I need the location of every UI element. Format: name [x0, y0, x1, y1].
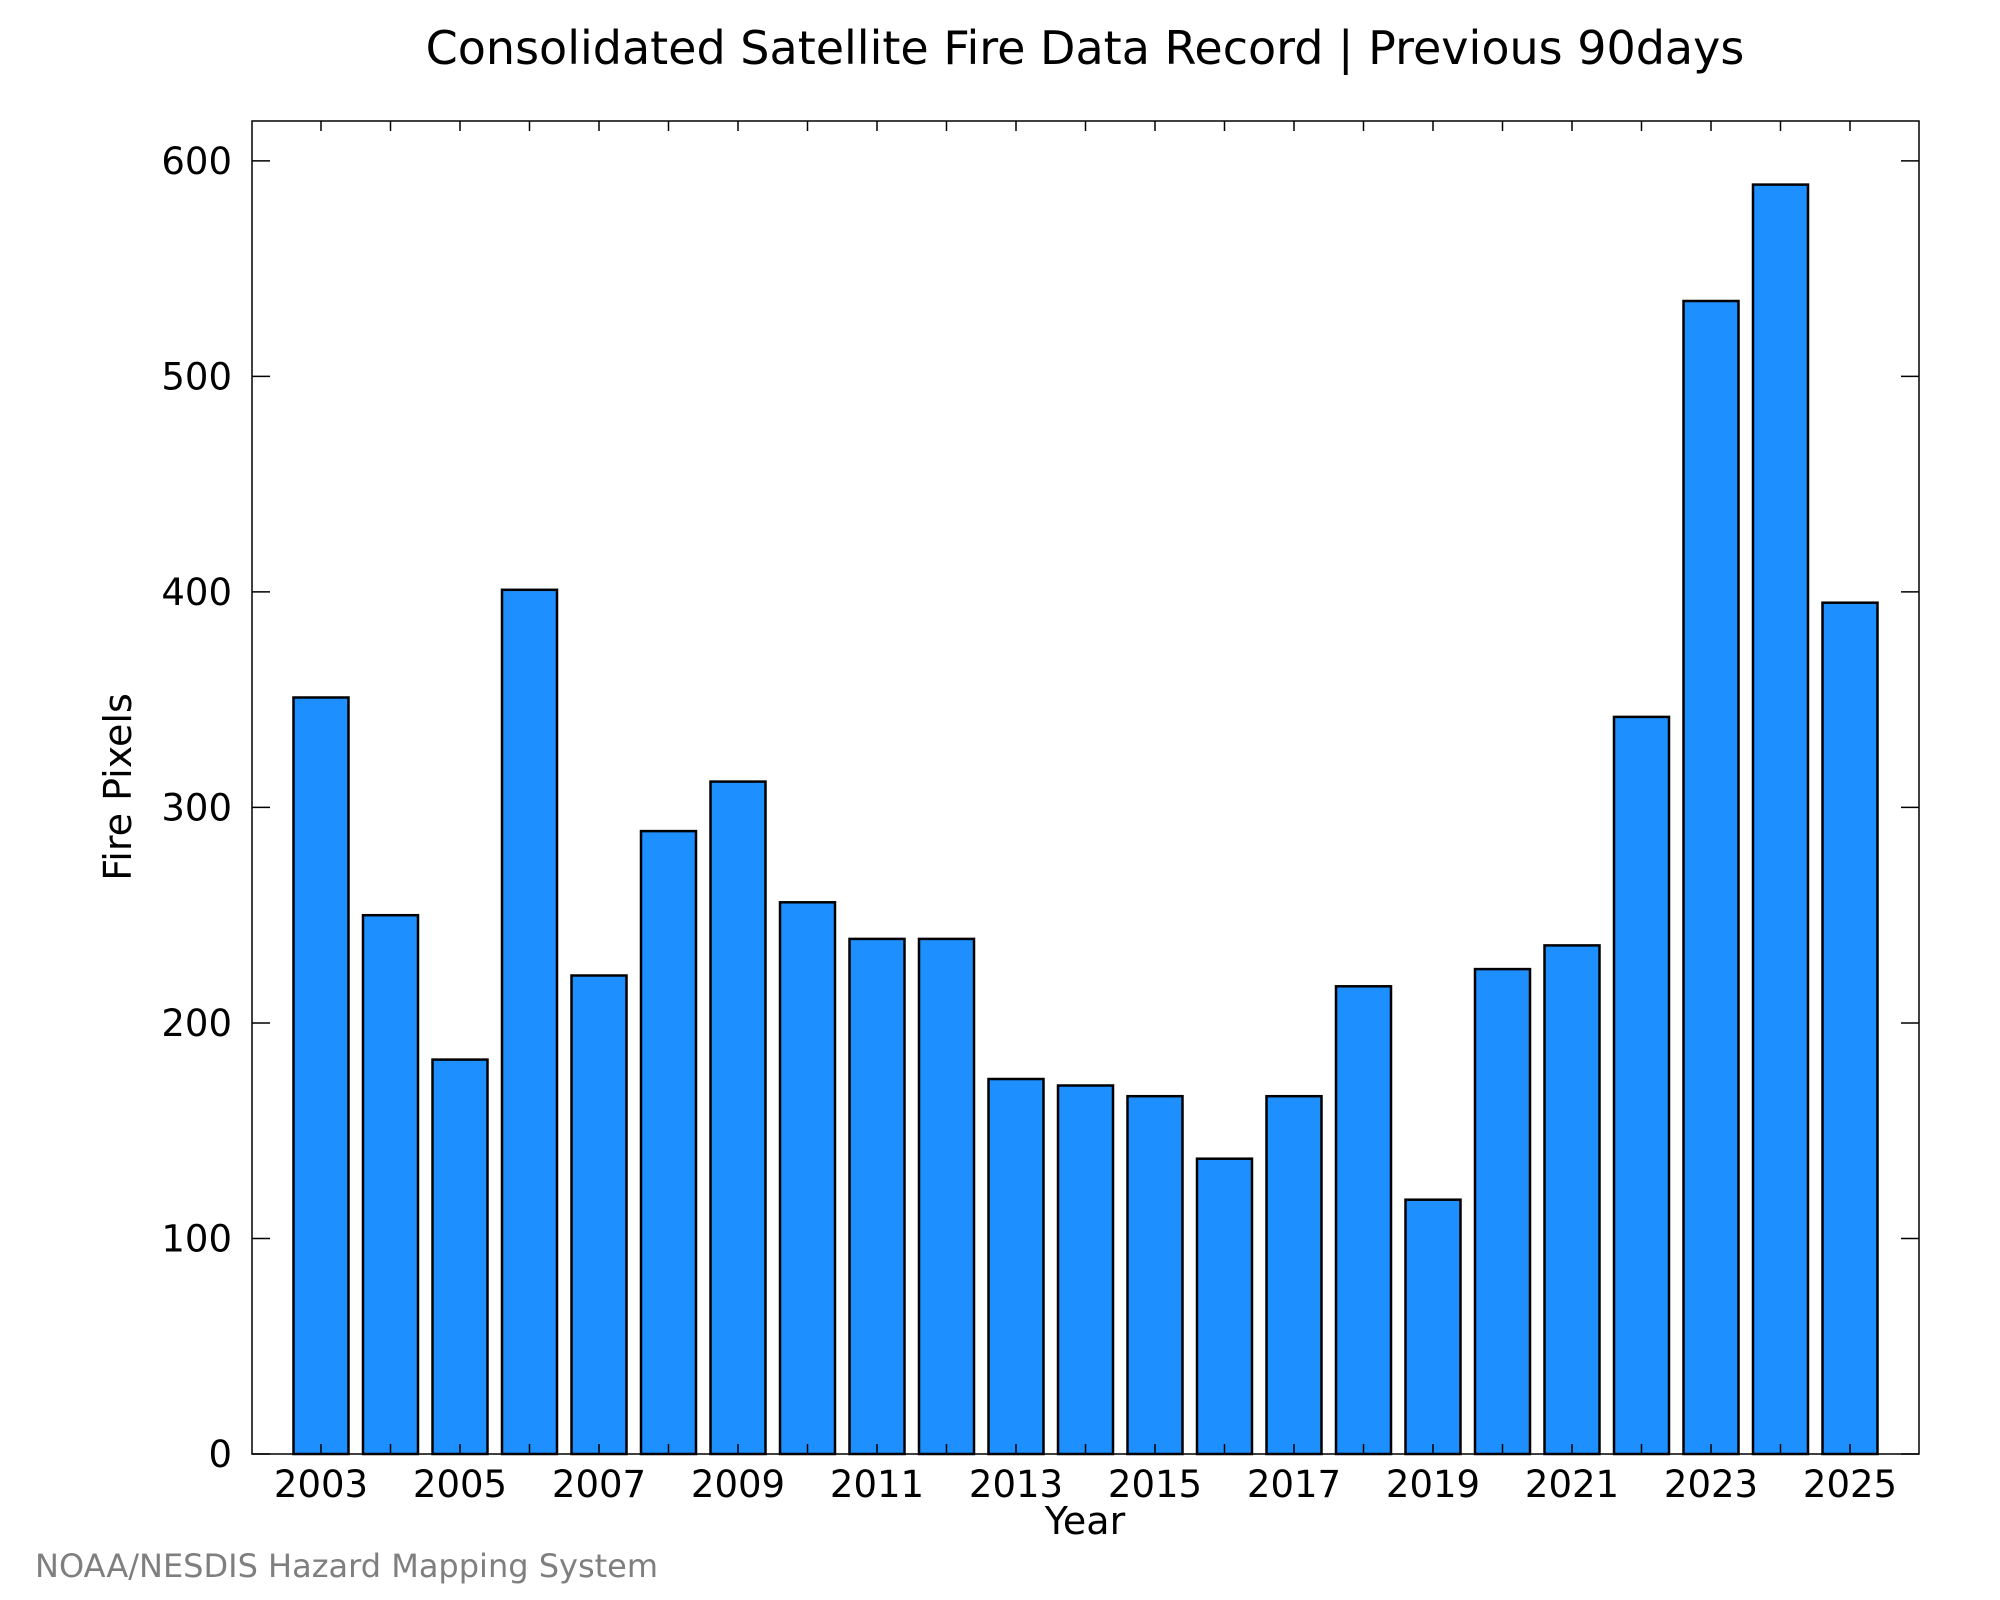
x-tick-label-2007: 2007 — [552, 1463, 646, 1506]
x-tick-label-2017: 2017 — [1247, 1463, 1341, 1506]
bar-2023 — [1682, 299, 1740, 1456]
ticks-group: 2003 2005 2007 2009 2011 2013 2015 2017 2019 2021… — [161, 121, 1919, 1506]
x-tick-label-2005: 2005 — [413, 1463, 507, 1506]
bar-2014 — [1056, 1084, 1115, 1456]
bar-2020 — [1473, 967, 1532, 1456]
bar-2007 — [570, 974, 628, 1456]
bar-2012 — [917, 937, 976, 1456]
y-tick-label-500: 500 — [161, 355, 232, 398]
y-tick-label-400: 400 — [161, 571, 232, 614]
bar-2019 — [1404, 1198, 1462, 1456]
bar-2005 — [431, 1058, 489, 1456]
x-tick-label-2021: 2021 — [1525, 1463, 1619, 1506]
bars-group — [292, 183, 1879, 1456]
x-tick-label-2013: 2013 — [969, 1463, 1063, 1506]
y-tick-label-0: 0 — [208, 1433, 232, 1476]
y-tick-label-600: 600 — [161, 140, 232, 183]
bar-2010 — [778, 901, 837, 1456]
bar-2003 — [292, 696, 350, 1456]
bar-2004 — [361, 913, 420, 1456]
x-tick-label-2009: 2009 — [691, 1463, 785, 1506]
bar-2024 — [1751, 183, 1810, 1456]
x-axis-label: Year — [1044, 1499, 1126, 1543]
bar-2013 — [987, 1077, 1045, 1456]
bar-2017 — [1265, 1094, 1323, 1456]
bar-2025 — [1821, 601, 1879, 1456]
credit-text: NOAA/NESDIS Hazard Mapping System — [35, 1547, 658, 1585]
bar-2016 — [1195, 1157, 1254, 1456]
bar-2021 — [1543, 944, 1601, 1456]
bar-2006 — [500, 588, 559, 1456]
x-tick-label-2015: 2015 — [1108, 1463, 1202, 1506]
x-tick-label-2019: 2019 — [1386, 1463, 1480, 1506]
x-tick-label-2011: 2011 — [830, 1463, 924, 1506]
chart-title: Consolidated Satellite Fire Data Record … — [426, 21, 1745, 76]
bar-2011 — [848, 937, 906, 1456]
x-tick-label-2003: 2003 — [274, 1463, 368, 1506]
plot-frame — [251, 120, 1920, 1455]
bar-2018 — [1334, 985, 1393, 1456]
y-tick-label-200: 200 — [161, 1002, 232, 1045]
y-tick-label-100: 100 — [161, 1218, 232, 1261]
y-axis-label: Fire Pixels — [96, 693, 140, 881]
bar-2008 — [639, 829, 698, 1456]
bar-2009 — [709, 780, 767, 1456]
x-tick-label-2025: 2025 — [1803, 1463, 1897, 1506]
y-tick-label-300: 300 — [161, 786, 232, 829]
bar-2022 — [1612, 715, 1671, 1456]
bar-2015 — [1126, 1094, 1184, 1456]
x-tick-label-2023: 2023 — [1664, 1463, 1758, 1506]
